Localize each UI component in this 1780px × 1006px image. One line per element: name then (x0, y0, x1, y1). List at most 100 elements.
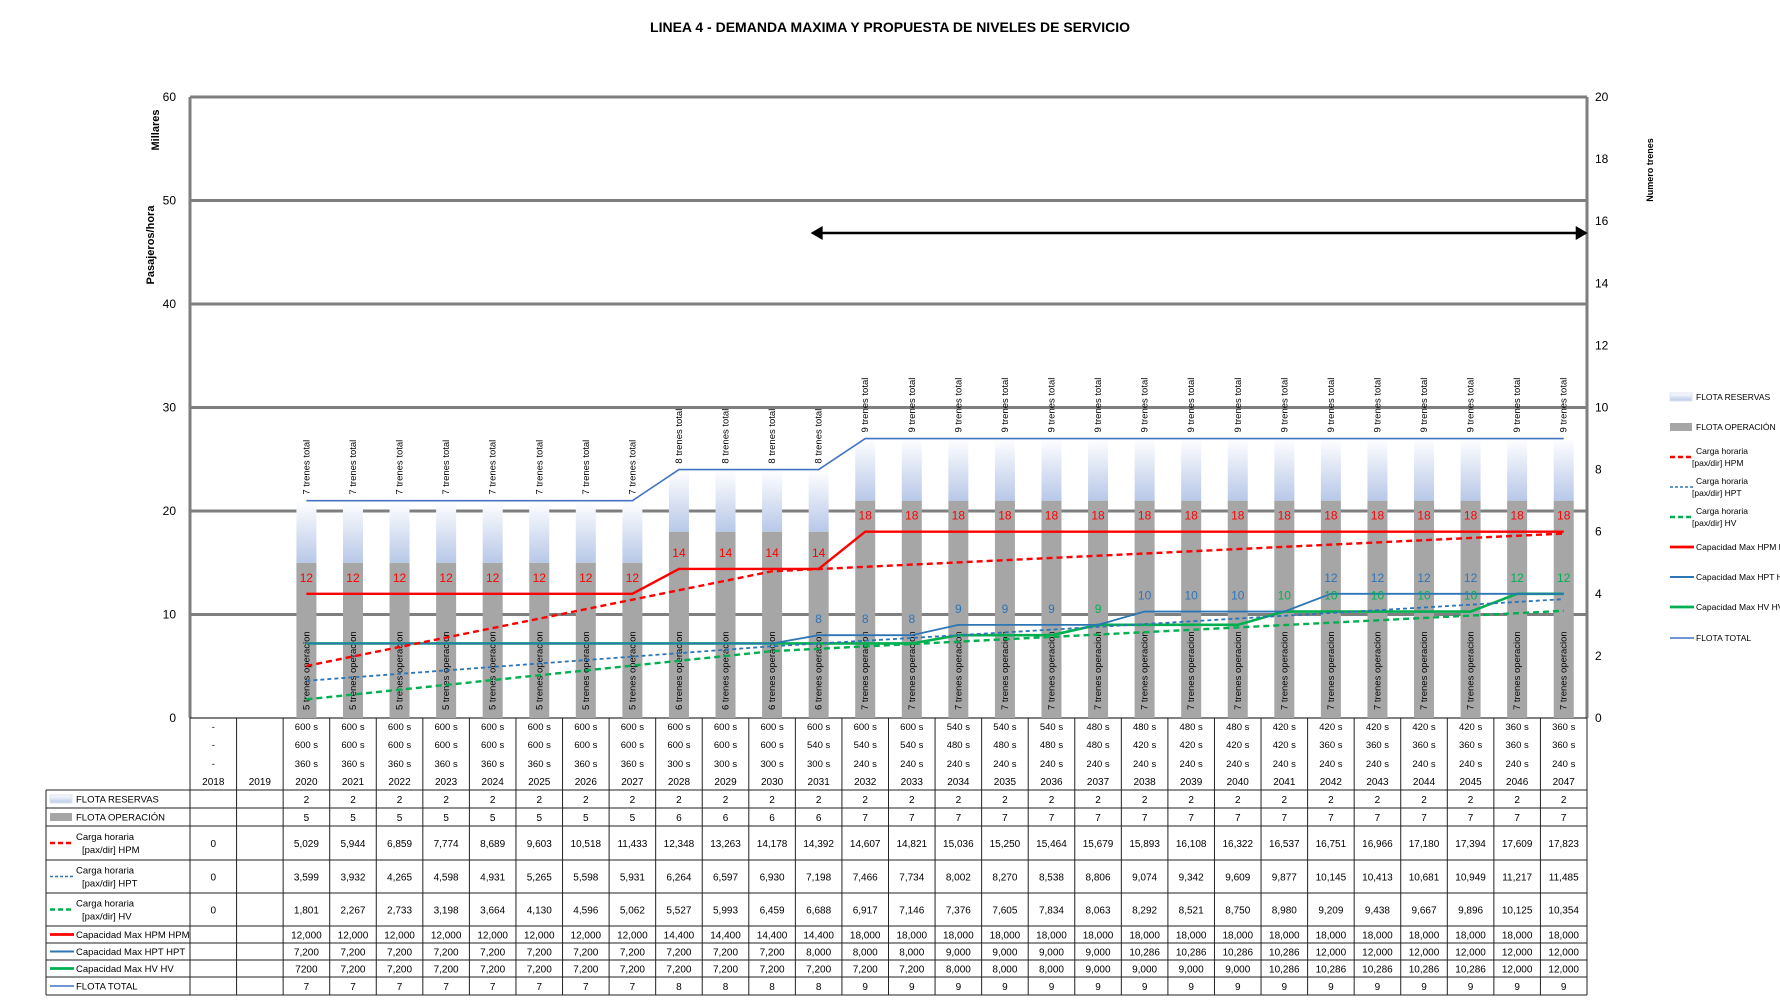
table-cell: 8 (723, 982, 729, 993)
table-cell: 7 (1095, 813, 1101, 824)
headway-cell: 360 s (1506, 740, 1529, 751)
bar-label-operacion: 6 trenes operacion (814, 631, 825, 710)
headway-cell: 600 s (900, 722, 923, 733)
table-cell: 9,000 (1086, 948, 1111, 959)
table-cell: 7 (1188, 813, 1194, 824)
y2-tick-label: 18 (1595, 152, 1609, 166)
table-cell: 2 (676, 795, 682, 806)
headway-cell: 480 s (1180, 722, 1203, 733)
bar-flota-operacion (1274, 500, 1295, 718)
headway-cell: 240 s (1273, 759, 1296, 770)
year-label: 2027 (621, 777, 644, 788)
table-cell: 9 (956, 982, 962, 993)
legend-label-hpm: Carga horaria (1696, 446, 1748, 456)
table-cell: 7 (490, 982, 496, 993)
headway-cell: 480 s (1086, 740, 1109, 751)
table-cell: 4,931 (480, 873, 505, 884)
legend-label-chpm: Capacidad Max HPM HPM (1696, 542, 1780, 552)
table-cell: 8,521 (1179, 906, 1204, 917)
table-cell: 9,603 (527, 839, 552, 850)
table-cell: 8,538 (1039, 873, 1064, 884)
table-cell: 9,000 (992, 948, 1017, 959)
table-cell: 12,000 (1316, 948, 1347, 959)
data-label-hpm: 18 (1371, 509, 1385, 523)
data-label-hpt: 8 (862, 612, 869, 626)
year-label: 2036 (1040, 777, 1063, 788)
bar-flota-reservas (1367, 438, 1388, 501)
headway-cell: 360 s (1412, 740, 1435, 751)
table-cell: 18,000 (896, 931, 927, 942)
bar-flota-operacion (715, 531, 736, 718)
legend-label-hpt: [pax/dir] HPT (1692, 488, 1742, 498)
bar-label-total: 7 trenes total (348, 440, 359, 495)
headway-cell: 600 s (481, 740, 504, 751)
table-cell: 12,000 (384, 931, 415, 942)
table-row-label-chpt: Capacidad Max HPT HPT (76, 947, 185, 958)
legend-swatch-op (1670, 423, 1692, 431)
y2-tick-label: 12 (1595, 338, 1609, 352)
data-label-hv: 10 (1417, 589, 1431, 603)
data-label-hpm: 12 (533, 571, 547, 585)
table-cell: 8,002 (946, 873, 971, 884)
table-cell: 7 (583, 982, 589, 993)
table-cell: 12,000 (617, 931, 648, 942)
bar-flota-reservas (1320, 438, 1341, 501)
headway-cell: 240 s (1459, 759, 1482, 770)
y2-tick-label: 14 (1595, 276, 1609, 290)
table-cell: 9 (1468, 982, 1474, 993)
bar-label-total: 7 trenes total (534, 440, 545, 495)
data-label-hpm: 18 (1510, 509, 1524, 523)
table-cell: 6 (723, 813, 729, 824)
legend-label-op: FLOTA OPERACIÓN (1696, 422, 1776, 432)
table-cell: 10,413 (1362, 873, 1393, 884)
table-cell: 8 (769, 982, 775, 993)
table-cell: 9 (1328, 982, 1334, 993)
table-cell: 18,000 (1222, 931, 1253, 942)
bar-label-operacion: 5 trenes operacion (488, 631, 499, 710)
table-cell: 18,000 (1455, 931, 1486, 942)
y-tick-label: 60 (163, 90, 177, 104)
table-cell: 9,209 (1318, 906, 1343, 917)
headway-cell: 420 s (1226, 740, 1249, 751)
data-label-hpm: 18 (952, 509, 966, 523)
bar-flota-reservas (1460, 438, 1481, 501)
table-cell: 2 (862, 795, 868, 806)
bar-flota-reservas (1553, 438, 1574, 501)
table-cell: 7 (304, 982, 310, 993)
table-cell: 8,063 (1086, 906, 1111, 917)
bar-label-operacion: 7 trenes operacion (953, 631, 964, 710)
headway-cell: 360 s (434, 759, 457, 770)
bar-label-operacion: 7 trenes operacion (1233, 631, 1244, 710)
bar-label-total: 9 trenes total (1419, 378, 1430, 433)
bar-flota-operacion (808, 531, 829, 718)
table-cell: 7,200 (340, 948, 365, 959)
y-tick-label: 0 (169, 711, 176, 725)
table-cell: 2 (1235, 795, 1241, 806)
headway-cell: 540 s (1040, 722, 1063, 733)
data-label-hv: 12 (1510, 571, 1524, 585)
table-cell: 10,949 (1455, 873, 1486, 884)
table-cell: 5,931 (620, 873, 645, 884)
table-cell: 15,893 (1129, 839, 1160, 850)
bar-label-total: 7 trenes total (441, 440, 452, 495)
table-cell: 11,485 (1549, 873, 1579, 884)
table-cell: 12,000 (1548, 948, 1579, 959)
table-cell: 6,597 (713, 873, 738, 884)
bar-flota-reservas (529, 500, 550, 563)
data-label-hpm: 18 (1324, 509, 1338, 523)
headway-cell: - (212, 740, 215, 751)
table-cell: 2 (1468, 795, 1474, 806)
data-label-hv: 10 (1278, 589, 1292, 603)
table-cell: 6 (769, 813, 775, 824)
data-label-hpm: 14 (719, 546, 733, 560)
bar-label-operacion: 5 trenes operacion (301, 631, 312, 710)
headway-cell: 300 s (714, 759, 737, 770)
headway-cell: 600 s (481, 722, 504, 733)
table-cell: 9,609 (1225, 873, 1250, 884)
table-cell: 8,000 (853, 948, 878, 959)
year-label: 2047 (1553, 777, 1576, 788)
arrowhead-left (810, 226, 823, 240)
bar-flota-operacion (994, 500, 1015, 718)
